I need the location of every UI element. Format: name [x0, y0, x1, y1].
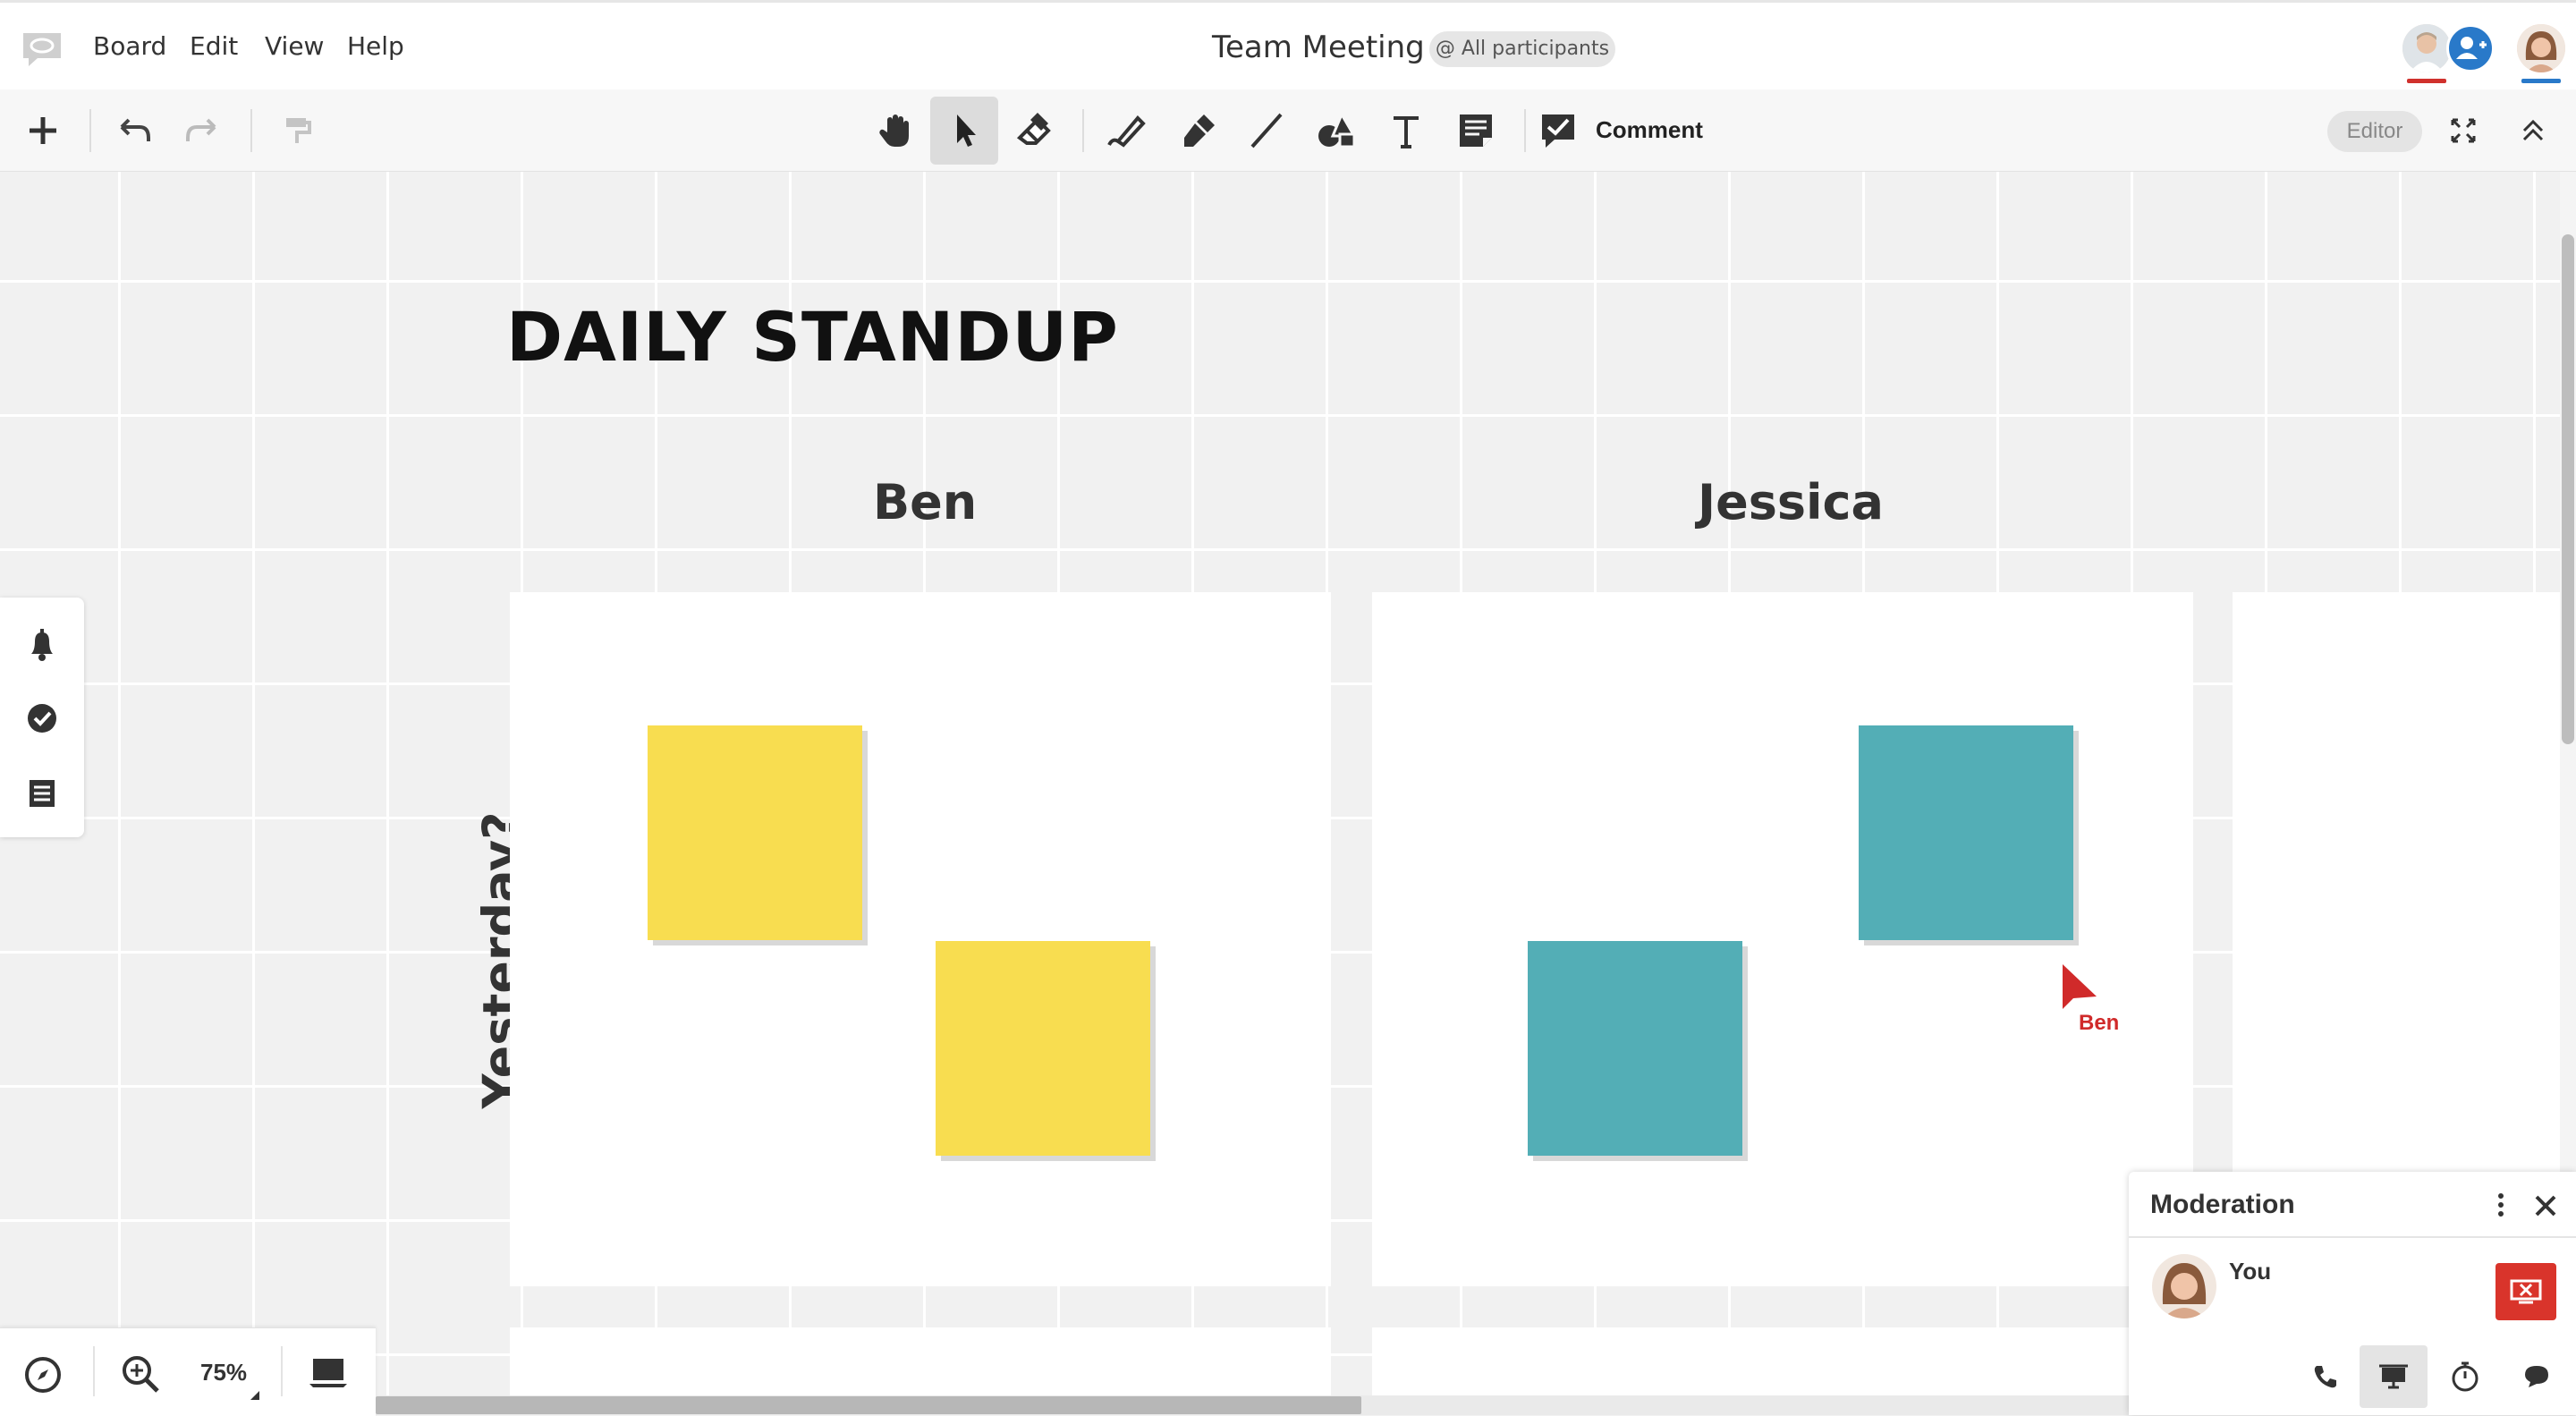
standup-panel-next[interactable]: [2233, 592, 2560, 1286]
presentation-mode-icon[interactable]: [308, 1355, 349, 1395]
sticky-note-icon[interactable]: [1442, 97, 1510, 165]
menu-bar: Board Edit View Help Team Meeting @ All …: [0, 0, 2576, 89]
plus-icon[interactable]: [9, 97, 77, 165]
chat-icon[interactable]: [2503, 1345, 2571, 1408]
avatar-ben[interactable]: [2402, 24, 2451, 72]
check-circle-icon[interactable]: [21, 698, 63, 739]
avatar-you: [2152, 1254, 2216, 1318]
avatar-jessica-indicator: [2521, 79, 2561, 83]
moderation-panel: Moderation You: [2129, 1172, 2576, 1415]
column-title-jessica[interactable]: Jessica: [1698, 474, 1884, 530]
zoom-dropdown-icon[interactable]: [250, 1391, 259, 1400]
moderation-title: Moderation: [2150, 1190, 2295, 1219]
collapse-toolbar-icon[interactable]: [2499, 97, 2567, 165]
fullscreen-icon[interactable]: [2429, 97, 2497, 165]
toolbar: Comment Editor: [0, 89, 2576, 172]
participants-badge[interactable]: @ All participants: [1429, 31, 1615, 67]
comment-icon[interactable]: [1531, 97, 1585, 165]
zoom-in-icon[interactable]: [120, 1353, 161, 1399]
zoom-divider: [281, 1346, 283, 1396]
avatar-ben-indicator: [2407, 79, 2446, 83]
marker-icon[interactable]: [1163, 97, 1231, 165]
text-icon[interactable]: [1372, 97, 1440, 165]
comment-button[interactable]: Comment: [1596, 116, 1703, 143]
standup-panel-ben[interactable]: [510, 592, 1331, 1286]
pointer-icon[interactable]: [930, 97, 998, 165]
more-options-icon[interactable]: [2496, 1191, 2506, 1223]
standup-panel-jessica-row2[interactable]: [1372, 1327, 2193, 1395]
zoom-divider: [93, 1346, 95, 1396]
format-painter-icon[interactable]: [263, 97, 331, 165]
menu-view[interactable]: View: [265, 31, 325, 61]
remote-cursor-label: Ben: [2079, 1011, 2120, 1035]
sticky-note-teal[interactable]: [1859, 725, 2073, 940]
board-heading[interactable]: DAILY STANDUP: [506, 297, 1119, 377]
zoom-level[interactable]: 75%: [200, 1359, 248, 1386]
toolbar-divider: [1082, 109, 1084, 152]
toolbar-divider: [250, 109, 252, 152]
eraser-icon[interactable]: [1000, 97, 1068, 165]
toolbar-divider: [1524, 109, 1526, 152]
pen-icon[interactable]: [1091, 97, 1159, 165]
shapes-icon[interactable]: [1302, 97, 1370, 165]
moderation-header: Moderation: [2129, 1172, 2576, 1238]
app-logo-icon[interactable]: [20, 30, 64, 69]
close-icon[interactable]: [2533, 1193, 2558, 1223]
navigator-compass-icon[interactable]: [23, 1355, 63, 1399]
menu-help[interactable]: Help: [347, 31, 404, 61]
avatar-jessica[interactable]: [2517, 24, 2565, 72]
menu-edit[interactable]: Edit: [190, 31, 239, 61]
standup-panel-ben-row2[interactable]: [510, 1327, 1331, 1395]
role-badge: Editor: [2327, 111, 2422, 152]
side-panel: [0, 598, 84, 837]
sticky-note-teal[interactable]: [1528, 941, 1742, 1156]
phone-icon[interactable]: [2292, 1345, 2360, 1408]
add-participant-button[interactable]: [2446, 24, 2495, 72]
board-title[interactable]: Team Meeting: [1212, 30, 1425, 65]
sticky-note-yellow[interactable]: [936, 941, 1150, 1156]
zoom-bar: 75%: [0, 1327, 376, 1416]
remote-cursor-icon: [2061, 962, 2100, 1021]
stop-screen-share-button[interactable]: [2496, 1263, 2556, 1320]
toolbar-divider: [89, 109, 91, 152]
hand-icon[interactable]: [860, 97, 928, 165]
sticky-note-yellow[interactable]: [648, 725, 862, 940]
list-icon[interactable]: [21, 773, 63, 814]
participant-name: You: [2229, 1258, 2272, 1285]
menu-board[interactable]: Board: [93, 31, 167, 61]
presentation-icon[interactable]: [2360, 1345, 2428, 1408]
bell-icon[interactable]: [21, 624, 63, 666]
column-title-ben[interactable]: Ben: [873, 474, 978, 530]
timer-icon[interactable]: [2431, 1345, 2499, 1408]
line-icon[interactable]: [1233, 97, 1301, 165]
horizontal-scrollbar-thumb[interactable]: [376, 1396, 1361, 1414]
vertical-scrollbar-thumb[interactable]: [2562, 234, 2574, 744]
undo-icon[interactable]: [100, 97, 168, 165]
redo-icon[interactable]: [168, 97, 236, 165]
